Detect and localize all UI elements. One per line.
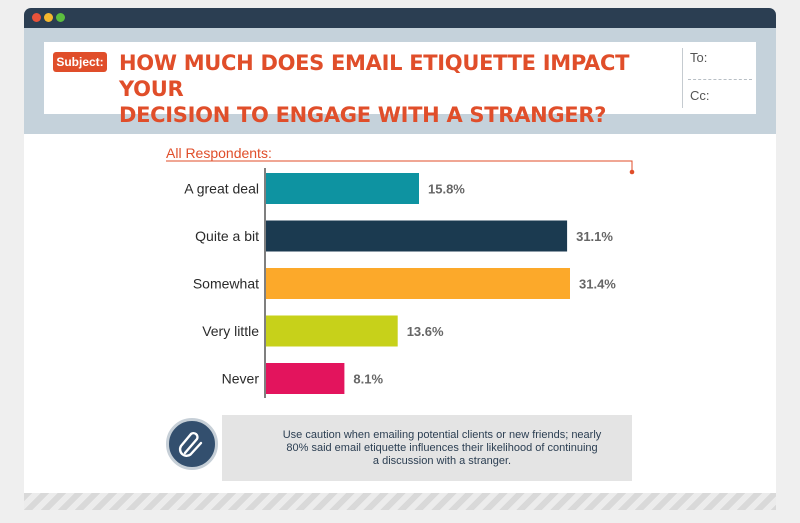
- subject-line-2: DECISION TO ENGAGE WITH A STRANGER?: [119, 103, 607, 127]
- value-label: 8.1%: [353, 372, 383, 387]
- bar-a-great-deal: [266, 173, 419, 204]
- email-compose-box: Subject: HOW MUCH DOES EMAIL ETIQUETTE I…: [44, 42, 756, 127]
- callout-box: [222, 415, 632, 481]
- to-field-label[interactable]: To:: [690, 50, 708, 65]
- bar-somewhat: [266, 268, 570, 299]
- category-label: A great deal: [184, 181, 259, 197]
- category-label: Somewhat: [193, 276, 259, 292]
- subject-line-1: HOW MUCH DOES EMAIL ETIQUETTE IMPACT YOU…: [119, 51, 630, 101]
- bar-very-little: [266, 315, 398, 347]
- maximize-dot[interactable]: [56, 13, 65, 22]
- cc-field-label[interactable]: Cc:: [690, 88, 710, 103]
- value-label: 13.6%: [407, 324, 444, 339]
- bar-quite-a-bit: [266, 220, 568, 252]
- email-header: Subject: HOW MUCH DOES EMAIL ETIQUETTE I…: [24, 28, 776, 134]
- paperclip-badge: [166, 418, 218, 470]
- value-label: 15.8%: [428, 182, 465, 197]
- to-cc-separator: [688, 79, 752, 80]
- subject-title: HOW MUCH DOES EMAIL ETIQUETTE IMPACT YOU…: [119, 50, 679, 128]
- category-label: Never: [222, 371, 260, 387]
- category-label: Quite a bit: [195, 228, 259, 244]
- chart-title: All Respondents:: [166, 145, 272, 161]
- close-dot[interactable]: [32, 13, 41, 22]
- callout-text: Use caution when emailing potential clie…: [252, 429, 632, 468]
- callout-line-1: Use caution when emailing potential clie…: [282, 429, 602, 441]
- title-underline: [166, 160, 633, 172]
- subject-label: Subject:: [53, 52, 107, 72]
- title-underline-dot: [629, 169, 635, 175]
- field-divider: [682, 48, 683, 108]
- value-label: 31.4%: [579, 277, 616, 292]
- bar-group: A great deal 15.8% Quite a bit 31.1% Somewha…: [184, 173, 616, 394]
- minimize-dot[interactable]: [44, 13, 53, 22]
- bar-never: [266, 363, 345, 394]
- value-label: 31.1%: [576, 229, 613, 244]
- paperclip-icon: [178, 431, 203, 457]
- footer-stripe: [24, 493, 776, 510]
- callout-line-2: 80% said email etiquette influences thei…: [286, 442, 598, 454]
- window-titlebar: [24, 8, 776, 28]
- callout-line-3: a discussion with a stranger.: [372, 455, 512, 467]
- category-label: Very little: [202, 323, 259, 339]
